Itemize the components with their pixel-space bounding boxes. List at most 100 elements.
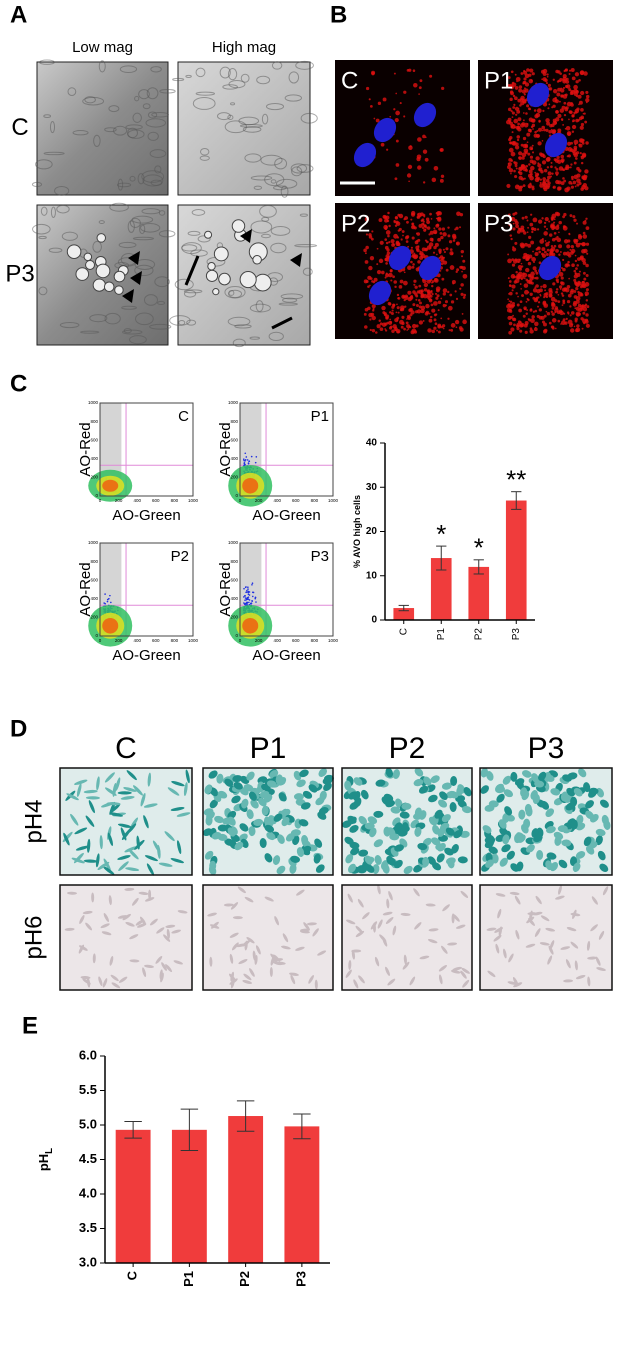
red-signal bbox=[529, 118, 533, 122]
red-signal bbox=[516, 81, 518, 83]
red-signal bbox=[430, 291, 433, 294]
red-signal bbox=[568, 278, 570, 280]
red-signal bbox=[525, 216, 528, 219]
event bbox=[245, 597, 247, 599]
red-signal bbox=[452, 235, 456, 239]
red-signal bbox=[507, 253, 509, 255]
y-tick-label: 4.5 bbox=[79, 1151, 97, 1166]
red-signal bbox=[560, 288, 562, 290]
red-signal bbox=[585, 291, 589, 295]
red-signal bbox=[406, 240, 409, 243]
red-signal bbox=[423, 320, 425, 322]
event bbox=[251, 584, 253, 586]
red-signal bbox=[401, 326, 404, 329]
red-signal bbox=[433, 301, 438, 306]
red-signal bbox=[581, 162, 583, 164]
red-signal bbox=[434, 318, 437, 321]
red-signal bbox=[426, 296, 429, 299]
red-signal bbox=[555, 306, 559, 310]
red-signal bbox=[555, 99, 559, 103]
red-signal bbox=[398, 229, 400, 231]
red-signal bbox=[429, 213, 432, 216]
red-signal bbox=[509, 98, 512, 101]
x-tick-label: P2 bbox=[473, 628, 484, 641]
red-signal bbox=[558, 320, 561, 323]
red-signal bbox=[562, 304, 564, 306]
red-signal bbox=[581, 305, 583, 307]
red-signal bbox=[418, 93, 420, 95]
red-signal bbox=[516, 135, 520, 139]
red-signal bbox=[516, 324, 519, 327]
red-signal bbox=[395, 118, 399, 122]
red-signal bbox=[559, 310, 563, 314]
red-signal bbox=[513, 104, 515, 106]
red-signal bbox=[456, 242, 459, 245]
red-signal bbox=[364, 313, 367, 316]
red-signal bbox=[389, 319, 391, 321]
red-signal bbox=[384, 328, 386, 330]
red-signal bbox=[366, 87, 369, 90]
vacuole bbox=[205, 231, 212, 238]
red-signal bbox=[416, 240, 418, 242]
vacuole bbox=[86, 261, 95, 270]
red-signal bbox=[401, 316, 404, 319]
red-signal bbox=[556, 288, 559, 291]
red-signal bbox=[571, 245, 574, 248]
red-signal bbox=[408, 165, 412, 169]
red-signal bbox=[540, 153, 544, 157]
red-signal bbox=[583, 278, 586, 281]
red-signal bbox=[413, 256, 415, 258]
red-signal bbox=[542, 160, 546, 164]
red-signal bbox=[417, 260, 421, 264]
red-signal bbox=[520, 275, 525, 280]
red-signal bbox=[551, 162, 553, 164]
red-signal bbox=[423, 181, 425, 183]
red-signal bbox=[573, 279, 576, 282]
x-tick-label: 400 bbox=[133, 498, 141, 503]
vacuole bbox=[93, 279, 105, 291]
red-signal bbox=[395, 93, 397, 95]
column-label: P3 bbox=[528, 732, 565, 765]
event bbox=[247, 459, 249, 461]
red-signal bbox=[545, 240, 547, 242]
red-signal bbox=[555, 226, 559, 230]
red-signal bbox=[550, 165, 553, 168]
red-signal bbox=[534, 322, 539, 327]
red-signal bbox=[558, 221, 562, 225]
red-signal bbox=[431, 304, 434, 307]
red-signal bbox=[520, 123, 525, 128]
red-signal bbox=[407, 173, 411, 177]
y-tick-label: 1000 bbox=[88, 400, 99, 405]
red-signal bbox=[515, 74, 517, 76]
red-signal bbox=[433, 230, 437, 234]
red-signal bbox=[435, 243, 439, 247]
red-signal bbox=[545, 129, 548, 132]
red-signal bbox=[562, 215, 565, 218]
red-signal bbox=[524, 178, 526, 180]
red-signal bbox=[583, 261, 587, 265]
x-tick-label: 200 bbox=[255, 498, 263, 503]
event bbox=[256, 456, 258, 458]
red-signal bbox=[575, 119, 579, 123]
red-signal bbox=[443, 328, 445, 330]
red-signal bbox=[510, 238, 512, 240]
red-signal bbox=[419, 86, 422, 89]
y-axis-label: AO-Red bbox=[217, 422, 234, 476]
red-signal bbox=[557, 159, 562, 164]
red-signal bbox=[517, 123, 520, 126]
red-signal bbox=[575, 255, 577, 257]
red-signal bbox=[513, 95, 515, 97]
stain-image bbox=[203, 885, 333, 990]
red-signal bbox=[393, 280, 397, 284]
red-signal bbox=[443, 292, 446, 295]
red-signal bbox=[574, 295, 578, 299]
image-label: P3 bbox=[484, 210, 513, 237]
red-signal bbox=[514, 126, 516, 128]
vacuole bbox=[67, 245, 81, 259]
red-signal bbox=[546, 311, 548, 313]
red-signal bbox=[440, 236, 443, 239]
red-signal bbox=[585, 282, 590, 287]
red-signal bbox=[436, 330, 438, 332]
red-signal bbox=[404, 216, 408, 220]
red-signal bbox=[394, 73, 396, 75]
